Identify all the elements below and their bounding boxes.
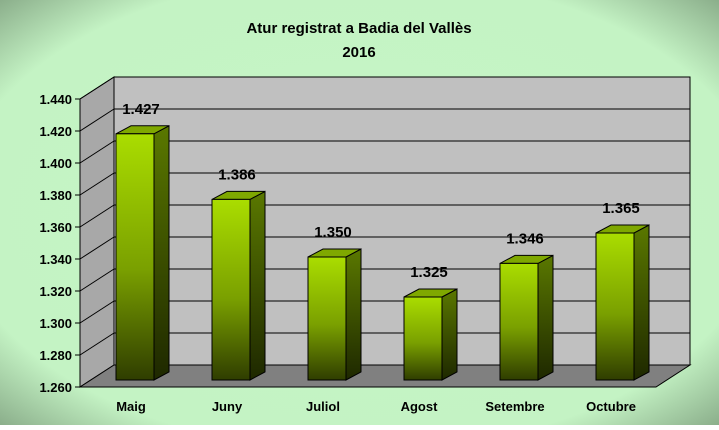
- data-label: 1.346: [506, 230, 544, 247]
- y-tick-label: 1.380: [39, 188, 72, 203]
- data-label: 1.350: [314, 224, 352, 241]
- x-tick-label: Setembre: [485, 399, 544, 414]
- chart-title: Atur registrat a Badia del Vallès: [246, 20, 471, 37]
- bar-side: [633, 224, 650, 381]
- y-tick-label: 1.320: [39, 284, 72, 299]
- gridline-side: [79, 236, 115, 260]
- bar-front: [307, 256, 347, 381]
- y-tick-label: 1.400: [39, 156, 72, 171]
- y-tick-label: 1.340: [39, 252, 72, 267]
- back-wall: [113, 76, 691, 366]
- bar-front: [403, 296, 443, 381]
- x-tick-label: Juny: [212, 399, 243, 414]
- bar: [403, 288, 458, 381]
- bar-side: [537, 254, 554, 381]
- gridline-side: [79, 76, 115, 100]
- y-tick-label: 1.280: [39, 348, 72, 363]
- data-label: 1.365: [602, 200, 640, 217]
- bar: [499, 254, 554, 381]
- x-tick-label: Juliol: [306, 399, 340, 414]
- y-tick-label: 1.440: [39, 92, 72, 107]
- bar-front: [499, 262, 539, 381]
- bar-side: [249, 190, 266, 381]
- gridlines: [79, 76, 690, 356]
- gridline-side: [79, 268, 115, 292]
- x-tick-label: Octubre: [586, 399, 636, 414]
- data-label: 1.386: [218, 166, 256, 183]
- x-axis: Maig Juny Juliol Agost Setembre Octubre: [116, 399, 636, 414]
- bar-side: [441, 288, 458, 381]
- bar: [115, 124, 170, 381]
- y-tick-label: 1.300: [39, 316, 72, 331]
- bar-side: [153, 124, 170, 381]
- x-tick-label: Maig: [116, 399, 146, 414]
- bars: [115, 124, 650, 381]
- gridline-side: [79, 332, 115, 356]
- bar-front: [211, 198, 251, 381]
- x-tick-label: Agost: [401, 399, 439, 414]
- y-tick-label: 1.420: [39, 124, 72, 139]
- chart-subtitle: 2016: [342, 44, 375, 61]
- y-tick-label: 1.360: [39, 220, 72, 235]
- plot-area: [78, 76, 692, 388]
- gridline-side: [79, 300, 115, 324]
- bar: [211, 190, 266, 381]
- bar: [307, 248, 362, 381]
- bar-front: [115, 133, 155, 381]
- bar-front: [595, 232, 635, 381]
- side-wall: [79, 76, 115, 388]
- gridline-side: [79, 140, 115, 164]
- y-tick-label: 1.260: [39, 380, 72, 395]
- data-label: 1.427: [122, 101, 160, 118]
- bar-side: [345, 248, 362, 381]
- data-label: 1.325: [410, 264, 448, 281]
- data-labels: 1.427 1.386 1.350 1.325 1.346 1.365: [122, 101, 640, 281]
- gridline-side: [79, 108, 115, 132]
- y-axis: 1.260 1.280 1.300 1.320 1.340 1.360 1.380 1.400…: [39, 92, 81, 395]
- gridline-side: [79, 204, 115, 228]
- bar: [595, 224, 650, 381]
- gridline-side: [79, 172, 115, 196]
